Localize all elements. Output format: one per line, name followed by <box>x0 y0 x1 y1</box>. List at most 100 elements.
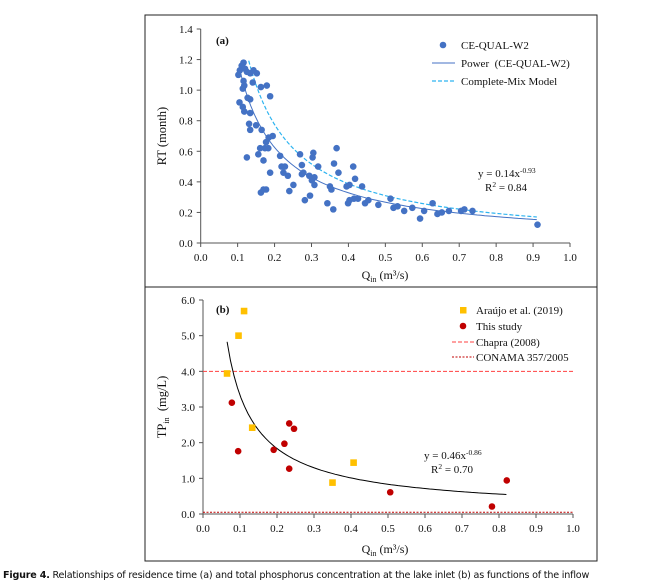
panel-a-r-squared: R2 = 0.84 <box>485 180 528 194</box>
data-point-circle <box>445 207 453 215</box>
r2-text: R <box>485 182 493 194</box>
panel-a-tick-labels: 0.0 0.1 0.2 0.3 0.4 0.5 0.6 0.7 0.8 0.9 1.0 0.0 0.2 0… <box>179 24 577 264</box>
data-point-circle <box>246 96 254 103</box>
data-point-circle <box>246 109 254 117</box>
x-tick-label: 0.4 <box>344 523 358 535</box>
y-tick-label: 3.0 <box>181 402 195 414</box>
data-point-circle <box>324 199 331 207</box>
data-point-circle <box>346 181 353 189</box>
data-point-circle <box>239 85 247 92</box>
data-point-square <box>329 479 336 486</box>
data-point-circle <box>255 151 262 158</box>
legend-marker-ce-qual-w2 <box>439 41 447 49</box>
data-point-circle <box>429 199 436 207</box>
data-point-circle <box>301 196 309 204</box>
legend-label-conama: CONAMA 357/2005 <box>476 352 569 364</box>
data-point-circle <box>281 440 288 448</box>
panel-a-x-axis-label: Qin (m³/s) <box>362 268 409 284</box>
data-point-circle <box>351 175 359 183</box>
data-point-circle <box>263 82 271 89</box>
data-point-square <box>350 459 357 466</box>
data-point-circle <box>416 215 424 222</box>
data-point-circle <box>276 152 284 160</box>
legend-label-complete-mix: Complete-Mix Model <box>461 76 557 88</box>
panel-b-x-axis-label: Qin (m³/s) <box>362 542 409 558</box>
legend-marker-this-study <box>459 322 467 330</box>
data-point-circle <box>409 204 416 212</box>
y-tick-label: 1.0 <box>181 473 195 485</box>
data-point-circle <box>311 173 318 181</box>
x-label-unit: (m³/s) <box>376 268 408 282</box>
y-tick-label: 0.4 <box>179 177 193 189</box>
x-label-main: Q <box>362 268 371 282</box>
r2-value: = 0.84 <box>496 182 527 194</box>
figure-caption: Figure 4. Relationships of residence tim… <box>3 570 589 581</box>
panel-b-marks <box>203 307 573 513</box>
data-point-circle <box>257 83 265 91</box>
data-point-circle <box>298 170 306 178</box>
x-tick-label: 0.8 <box>492 523 506 535</box>
data-point-circle <box>270 446 277 454</box>
y-tick-label: 0.8 <box>179 116 193 128</box>
data-point-circle <box>329 206 337 213</box>
legend-label-chapra: Chapra (2008) <box>476 337 540 349</box>
data-point-circle <box>266 169 274 176</box>
data-point-circle <box>488 503 496 510</box>
data-point-circle <box>240 108 248 115</box>
y-tick-label: 1.0 <box>179 85 193 97</box>
legend-label-araujo: Araújo et al. (2019) <box>476 305 563 317</box>
data-point-circle <box>328 186 335 193</box>
data-point-circle <box>262 138 270 146</box>
r2-superscript: 2 <box>492 180 496 189</box>
r2-value: = 0.70 <box>442 464 473 476</box>
data-point-circle <box>298 161 306 169</box>
x-tick-label: 0.0 <box>194 252 208 264</box>
data-point-circle <box>246 126 254 134</box>
data-point-square <box>223 370 231 377</box>
x-tick-label: 0.5 <box>378 252 392 264</box>
x-tick-label: 0.9 <box>529 523 543 535</box>
y-tick-label: 6.0 <box>181 295 195 307</box>
data-point-circle <box>354 195 362 202</box>
panel-a-label: (a) <box>216 35 229 47</box>
data-point-circle <box>243 154 251 161</box>
y-tick-label: 1.2 <box>179 55 193 67</box>
panel-a-y-axis-label: RT (month) <box>155 107 169 165</box>
data-point-circle <box>306 192 314 199</box>
y-label-main: TP <box>155 424 169 439</box>
y-tick-label: 0.0 <box>179 238 193 250</box>
legend-label-ce-qual-w2: CE-QUAL-W2 <box>461 40 529 52</box>
panel-b-axes <box>199 299 574 518</box>
equation-exponent: -0.86 <box>466 448 482 457</box>
data-point-circle <box>314 163 322 170</box>
panel-b-equation: y = 0.46x-0.86 <box>424 448 482 462</box>
legend-label-this-study: This study <box>476 321 523 333</box>
x-tick-label: 0.8 <box>489 252 503 264</box>
x-label-subscript: in <box>370 549 376 558</box>
y-label-unit: (mg/L) <box>155 376 169 418</box>
data-point-circle <box>461 206 468 213</box>
panel-a-equation: y = 0.14x-0.93 <box>478 166 536 180</box>
data-point-circle <box>284 172 292 180</box>
x-tick-label: 0.5 <box>381 523 395 535</box>
data-point-circle <box>281 163 289 170</box>
data-point-circle <box>290 181 297 189</box>
trend-line <box>226 341 507 495</box>
panel-b-chart: 0.0 0.1 0.2 0.3 0.4 0.5 0.6 0.7 0.8 0.9 1.0 0.0 1.0 2… <box>155 295 580 558</box>
data-point-circle <box>260 157 267 164</box>
equation-text: y = 0.46x <box>424 450 466 462</box>
r2-text: R <box>431 464 439 476</box>
panel-b-legend: Araújo et al. (2019) This study Chapra (… <box>452 305 569 364</box>
x-tick-label: 0.6 <box>415 252 429 264</box>
data-point-circle <box>256 144 264 152</box>
data-point-circle <box>469 207 476 215</box>
x-tick-label: 1.0 <box>563 252 577 264</box>
y-tick-label: 0.6 <box>179 146 193 158</box>
y-label-subscript: in <box>162 417 171 423</box>
data-point-circle <box>503 477 511 484</box>
x-tick-label: 0.7 <box>452 252 466 264</box>
data-point-circle <box>266 92 274 100</box>
panel-a-axes <box>196 28 571 247</box>
data-point-circle <box>285 465 293 473</box>
